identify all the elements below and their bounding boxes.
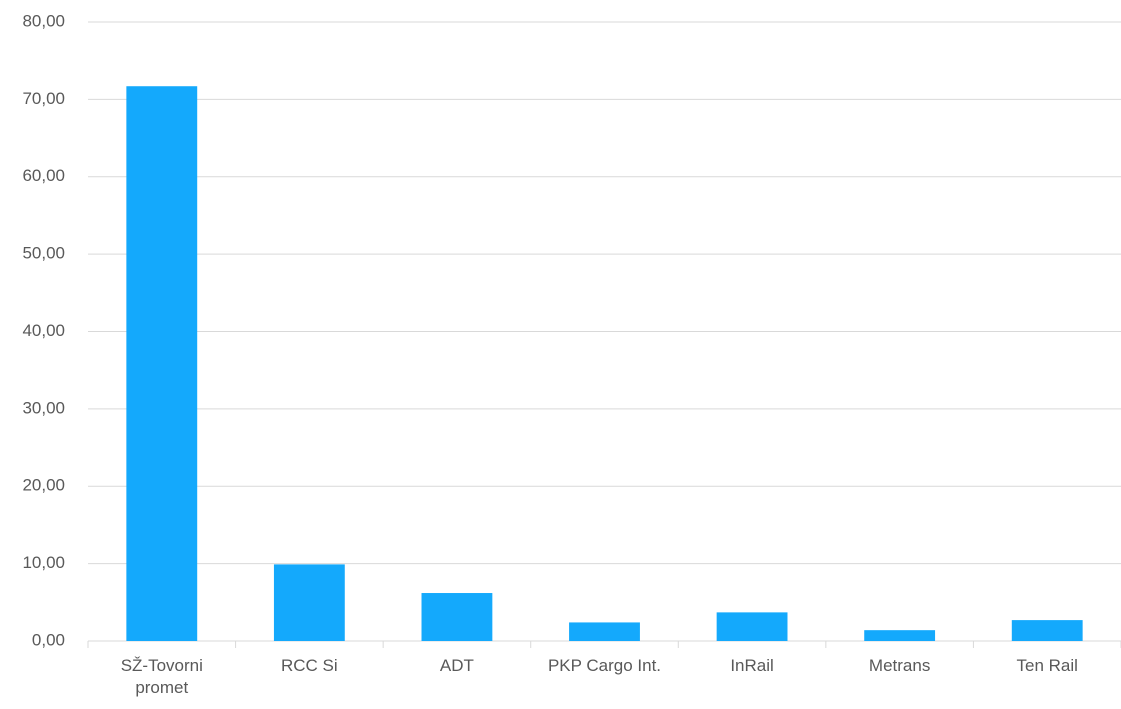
x-tick-label: PKP Cargo Int. — [547, 656, 662, 675]
x-tick-label: Metrans — [868, 656, 931, 675]
y-tick-label: 40,00 — [22, 321, 65, 340]
y-tick-label: 60,00 — [22, 166, 65, 185]
y-tick-label: 20,00 — [22, 476, 65, 495]
bar — [716, 612, 788, 641]
bar — [864, 630, 936, 641]
y-tick-label: 10,00 — [22, 553, 65, 572]
y-tick-label: 30,00 — [22, 398, 65, 417]
y-tick-label: 0,00 — [32, 630, 65, 649]
x-tick-label: ADT — [439, 656, 474, 675]
x-tick-label: InRail — [730, 656, 774, 675]
y-tick-label: 80,00 — [22, 11, 65, 30]
bar — [569, 622, 640, 641]
x-tick-label: SŽ-Tovorni promet — [120, 656, 203, 697]
bar — [126, 86, 198, 641]
y-tick-label: 70,00 — [22, 89, 65, 108]
bar — [1011, 620, 1083, 641]
bar — [273, 564, 345, 641]
x-tick-label: RCC Si — [281, 656, 338, 675]
x-tick-label: Ten Rail — [1016, 656, 1078, 675]
y-tick-label: 50,00 — [22, 244, 65, 263]
bar — [421, 593, 493, 641]
